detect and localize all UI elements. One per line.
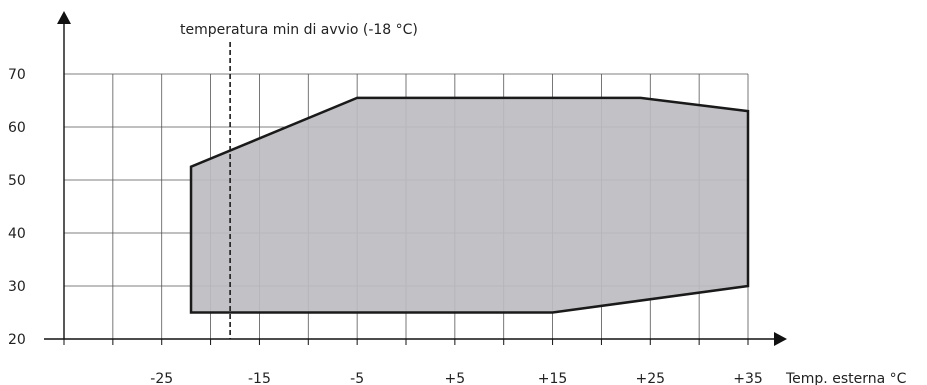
operating-area-layer [189,96,750,314]
x-axis-arrow-icon [774,332,787,346]
y-tick-label: 70 [8,67,26,83]
y-tick-label: 40 [8,226,26,242]
x-tick-label: -15 [248,371,271,385]
y-tick-label: 20 [8,332,26,348]
y-tick-label: 30 [8,279,26,295]
x-tick-label: +5 [445,371,466,385]
y-axis-arrow-icon [57,11,71,24]
reference-line-layer: temperatura min di avvio (-18 °C) [180,22,418,339]
x-tick-label: +25 [636,371,666,385]
y-tick-label: 50 [8,173,26,189]
tick-labels: -25 -15 -5 +5 +15 +25 +35 20 30 40 50 60 70 [8,67,763,385]
x-tick-label: +35 [733,371,763,385]
x-tick-label: +15 [538,371,568,385]
y-tick-label: 60 [8,120,26,136]
min-start-temperature-label: temperatura min di avvio (-18 °C) [180,22,418,38]
axes [44,11,787,346]
x-axis-title: Temp. esterna °C [785,371,907,385]
x-tick-label: -5 [350,371,364,385]
operating-area [189,96,750,314]
x-tick-label: -25 [150,371,173,385]
